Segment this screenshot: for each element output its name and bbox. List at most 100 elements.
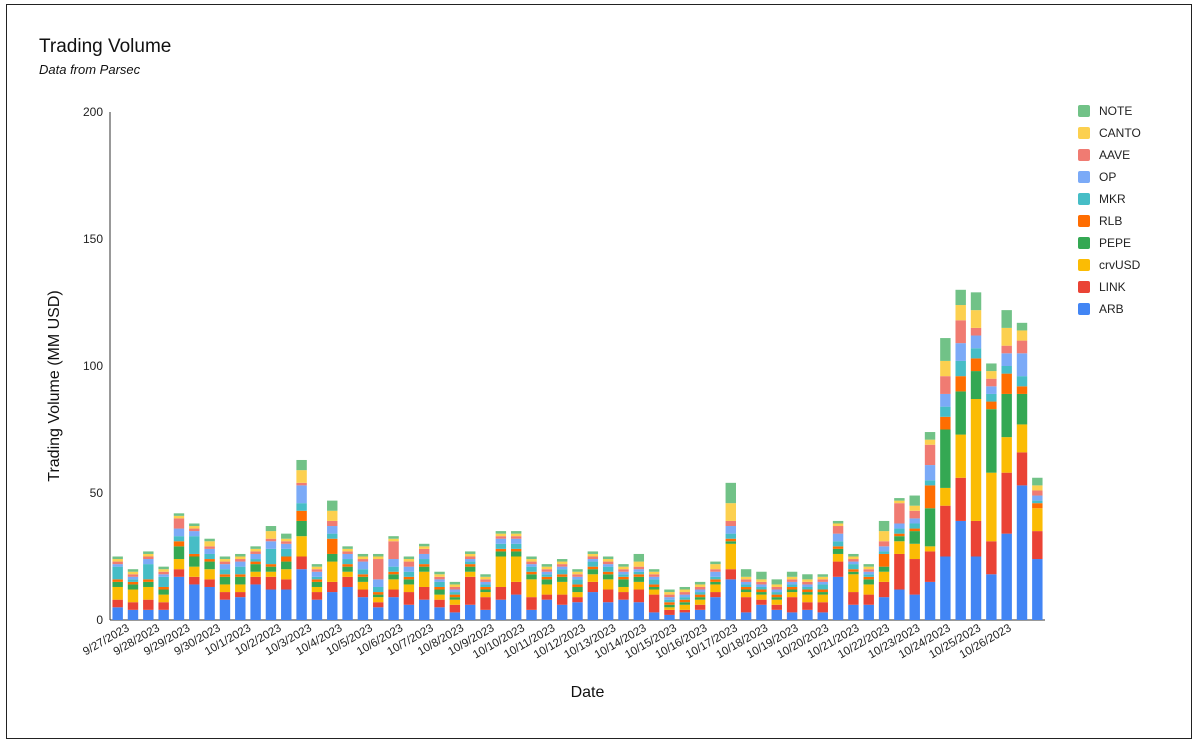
- bar-segment-canto: [894, 500, 905, 504]
- bar-segment-op: [296, 485, 307, 504]
- bar-segment-rlb: [725, 538, 736, 542]
- bar-segment-note: [863, 564, 874, 567]
- bar-segment-pepe: [771, 597, 782, 600]
- bar-segment-op: [832, 533, 844, 542]
- bar-segment-rlb: [633, 574, 645, 577]
- bar-segment-pepe: [403, 579, 415, 585]
- bar-segment-canto: [388, 538, 399, 542]
- bar-segment-canto: [970, 310, 982, 328]
- bar-segment-crvusd: [740, 592, 752, 598]
- bar-segment-rlb: [694, 594, 706, 598]
- bar-segment-arb: [771, 609, 782, 620]
- bar-segment-aave: [556, 564, 568, 567]
- bar-segment-pepe: [970, 371, 982, 400]
- bar-segment-link: [495, 586, 507, 600]
- bar-segment-mkr: [556, 569, 568, 575]
- bar-segment-canto: [495, 533, 507, 537]
- bar-segment-note: [602, 556, 614, 560]
- bar-segment-arb: [495, 599, 507, 620]
- bar-segment-note: [357, 553, 369, 557]
- bar-segment-rlb: [970, 358, 982, 372]
- bar-segment-link: [281, 579, 292, 590]
- bar-segment-canto: [342, 548, 353, 552]
- bar-segment-arb: [587, 592, 599, 620]
- bar-segment-crvusd: [204, 569, 215, 580]
- bar-segment-link: [434, 599, 445, 608]
- bar-segment-crvusd: [464, 571, 476, 577]
- bar-segment-note: [740, 569, 752, 577]
- bar-segment-link: [740, 597, 752, 613]
- bar-segment-link: [970, 520, 982, 557]
- bar-segment-crvusd: [786, 592, 798, 598]
- bar-segment-link: [802, 602, 813, 610]
- bar-segment-arb: [173, 576, 185, 620]
- bar-segment-pepe: [373, 594, 384, 598]
- bar-segment-op: [189, 531, 200, 537]
- bar-segment-note: [786, 571, 798, 577]
- bar-segment-aave: [710, 569, 721, 572]
- bar-segment-rlb: [771, 594, 782, 598]
- bar-segment-op: [740, 581, 752, 585]
- bar-segment-aave: [694, 586, 706, 590]
- bar-segment-mkr: [572, 579, 583, 585]
- bar-segment-pepe: [296, 520, 307, 537]
- bar-segment-crvusd: [189, 566, 200, 577]
- bar-segment-mkr: [388, 566, 399, 572]
- bar-segment-canto: [235, 556, 246, 560]
- bar-segment-link: [235, 592, 246, 598]
- bar-segment-crvusd: [526, 579, 537, 598]
- bar-segment-canto: [710, 564, 721, 570]
- bar-segment-aave: [587, 556, 599, 560]
- bar-segment-note: [189, 523, 200, 527]
- bar-segment-rlb: [158, 586, 169, 590]
- bar-segment-op: [143, 559, 154, 565]
- bar-segment-pepe: [909, 531, 920, 544]
- legend-swatch: [1078, 171, 1090, 183]
- bar-segment-mkr: [786, 584, 798, 587]
- bar-segment-pepe: [173, 546, 185, 560]
- bar-segment-canto: [250, 548, 261, 552]
- chart-subtitle: Data from Parsec: [39, 62, 141, 77]
- bar-segment-canto: [403, 559, 415, 562]
- y-tick-label: 200: [83, 105, 103, 119]
- bar-segment-arb: [311, 599, 323, 620]
- bar-segment-aave: [940, 376, 951, 394]
- bar-segment-arb: [924, 581, 936, 620]
- bar-segment-aave: [265, 538, 277, 542]
- bar-segment-note: [403, 556, 415, 560]
- bar-segment-canto: [572, 571, 583, 575]
- bar-segment-canto: [173, 515, 185, 519]
- bar-segment-pepe: [556, 576, 568, 582]
- bar-segment-note: [434, 571, 445, 575]
- bar-segment-crvusd: [1032, 508, 1043, 532]
- bar-segment-link: [848, 592, 859, 605]
- bar-segment-note: [342, 546, 353, 549]
- bar-segment-arb: [510, 594, 522, 620]
- bar-segment-aave: [189, 528, 200, 532]
- bar-segment-crvusd: [480, 592, 491, 598]
- bar-segment-mkr: [587, 561, 599, 567]
- bar-segment-arb: [602, 602, 614, 620]
- bar-segment-note: [541, 564, 553, 567]
- bar-segment-canto: [694, 584, 706, 587]
- bar-segment-rlb: [909, 528, 920, 532]
- bar-segment-canto: [679, 589, 691, 593]
- bar-segment-aave: [127, 574, 139, 577]
- bar-segment-crvusd: [235, 584, 246, 593]
- bar-segment-aave: [510, 536, 522, 539]
- bar-segment-canto: [955, 305, 966, 321]
- bar-segment-rlb: [296, 510, 307, 521]
- bar-segment-pepe: [526, 574, 537, 580]
- bar-segment-pepe: [250, 564, 261, 572]
- bar-segment-crvusd: [265, 571, 277, 577]
- bar-segment-rlb: [1016, 386, 1028, 394]
- bar-segment-op: [940, 393, 951, 407]
- bar-segment-link: [373, 602, 384, 608]
- bar-segment-pepe: [618, 579, 629, 587]
- bar-segment-aave: [158, 571, 169, 575]
- bar-segment-canto: [786, 576, 798, 580]
- bar-segment-crvusd: [112, 586, 123, 600]
- bar-segment-rlb: [127, 581, 139, 585]
- bar-segment-aave: [572, 574, 583, 577]
- bar-segment-link: [265, 576, 277, 590]
